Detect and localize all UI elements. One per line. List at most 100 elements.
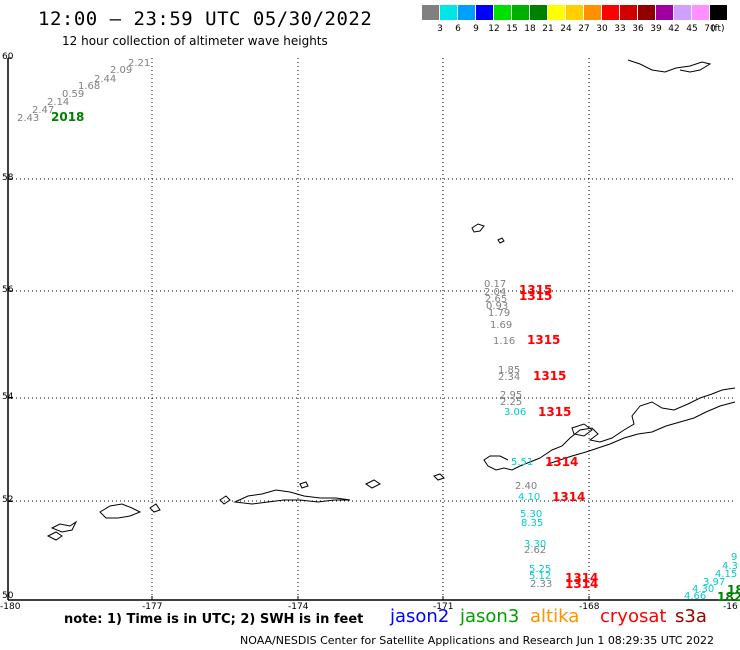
legend-label: 70 [704,24,716,34]
swh-label: 2.04 [484,287,506,298]
legend-swatch [674,5,691,20]
legend-swatch [638,5,655,20]
time-label: 2018 [51,110,84,124]
time-label: 182 [717,590,740,604]
map-subtitle: 12 hour collection of altimeter wave hei… [62,34,328,48]
legend-unit: (ft) [711,24,725,34]
swh-label: 2.44 [94,74,116,85]
swh-label: 2.43 [17,113,39,124]
lon-label: -168 [579,602,600,612]
legend-label: 30 [596,24,608,34]
sat-s3a: s3a [675,606,707,627]
legend-swatch [530,5,547,20]
swh-label: 2.47 [32,105,54,116]
legend-swatch [584,5,601,20]
swh-label: 3.30 [524,539,546,550]
time-label: 1315 [538,405,571,419]
island-b [365,479,381,489]
swh-label: 4.66 [684,591,706,602]
swh-label: 1.69 [490,320,512,331]
swh-label: 2.14 [47,97,69,108]
swh-label: 8.35 [521,518,543,529]
legend-swatch [710,5,727,20]
time-label: 1315 [519,283,552,297]
rat-islands [99,503,142,519]
lon-label: -16 [723,602,738,612]
coastlines [46,59,736,541]
legend-swatch [602,5,619,20]
sat-jason2: jason2 [390,606,450,627]
legend-swatch [692,5,709,20]
legend-label: 18 [524,24,536,34]
lat-label: 60 [2,52,14,62]
swh-label: 3.97 [703,577,725,588]
legend-label: 27 [578,24,590,34]
legend-label: 42 [668,24,680,34]
island-a [433,473,445,481]
map-title: 12:00 – 23:59 UTC 05/30/2022 [38,8,373,30]
legend-label: 12 [488,24,500,34]
legend-label: 39 [650,24,662,34]
axis-ticks [8,57,590,600]
aleutian-chain-mid [483,455,541,471]
island-d [149,503,161,513]
swh-label: 2.09 [110,65,132,76]
swh-label: 0.93 [486,301,508,312]
swh-label: 5.30 [520,509,542,520]
sat-cryosat: cryosat [600,606,667,627]
swh-label: 2.40 [515,481,537,492]
legend-label: 9 [473,24,479,34]
time-label: 1315 [533,369,566,383]
legend-swatch [566,5,583,20]
pribilof-island-2 [497,237,505,244]
sat-altika: altika [530,606,580,627]
time-label: 1315 [527,333,560,347]
legend-swatch [548,5,565,20]
swh-label: 2.34 [498,372,520,383]
swh-label: 4.10 [518,492,540,503]
legend-label: 21 [542,24,554,34]
legend-swatch [494,5,511,20]
altimeter-tracks: 2.21 2.09 2.44 1.68 0.59 2.14 2.47 2.43 … [17,58,740,604]
legend-swatch [620,5,637,20]
swh-label: 9 [731,552,737,563]
swh-label: 1.16 [493,336,515,347]
time-label: 1314 [565,577,598,591]
swh-label: 1.79 [488,308,510,319]
island-e [219,495,231,505]
swh-label: 0.17 [484,279,506,290]
pribilof-island [471,223,485,233]
legend-label: 45 [686,24,698,34]
alaska-coast-north [627,59,712,73]
swh-label: 2.95 [500,390,522,401]
swh-label: 1.68 [78,81,100,92]
sat-jason3: jason3 [460,606,520,627]
attu-island [50,520,78,533]
credit-line: NOAA/NESDIS Center for Satellite Applica… [240,634,715,647]
lat-label: 52 [2,495,14,505]
unimak-island [571,423,593,437]
legend-swatch [422,5,439,20]
lat-label: 50 [2,591,14,601]
lat-label: 54 [2,392,14,402]
lon-label: -180 [0,602,21,612]
legend-label: 24 [560,24,572,34]
swh-label: 2.33 [530,579,552,590]
swh-label: 1.85 [498,365,520,376]
swh-label: 4.3 [722,561,738,572]
swh-label: 2.25 [500,397,522,408]
lat-lon-grid [8,58,735,600]
time-label: 1314 [565,571,598,585]
legend-swatch [458,5,475,20]
legend-swatch [476,5,493,20]
near-islands [46,531,63,541]
lat-label: 56 [2,285,14,295]
swh-label: 5.12 [529,571,551,582]
time-label: 1314 [545,455,578,469]
legend-label: 33 [614,24,626,34]
legend-swatch [656,5,673,20]
time-label: 1315 [519,289,552,303]
andreanof-islands [233,489,351,505]
swh-label: 4.15 [715,569,737,580]
